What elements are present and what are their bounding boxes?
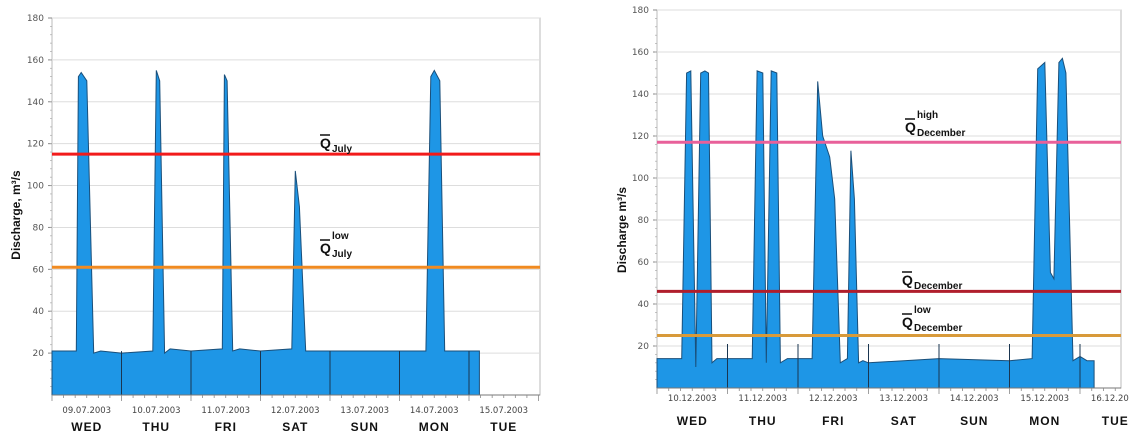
x-date-label: 12.12.2003 bbox=[809, 394, 858, 404]
x-day-label: WED bbox=[71, 420, 102, 434]
x-date-label: 13.12.2003 bbox=[879, 394, 928, 404]
mean-line-label: Q December high bbox=[905, 110, 965, 139]
x-day-label: SUN bbox=[351, 420, 379, 434]
x-day-label: THU bbox=[142, 420, 170, 434]
mean-line-label: Q July bbox=[320, 134, 352, 155]
x-day-label: FRI bbox=[215, 420, 237, 434]
y-tick-label: 120 bbox=[27, 140, 44, 150]
y-tick-label: 60 bbox=[638, 258, 650, 268]
x-day-label: SAT bbox=[282, 420, 308, 434]
y-tick-label: 40 bbox=[33, 307, 45, 317]
q-superscript: low bbox=[914, 305, 931, 316]
q-subscript: December bbox=[914, 323, 962, 334]
q-symbol: Q bbox=[902, 314, 913, 330]
y-tick-label: 100 bbox=[632, 174, 649, 184]
x-date-label: 15.12.2003 bbox=[1020, 394, 1069, 404]
y-tick-label: 140 bbox=[632, 90, 649, 100]
q-superscript: low bbox=[332, 231, 349, 242]
q-subscript: July bbox=[332, 249, 352, 260]
x-date-label: 12.07.2003 bbox=[271, 406, 320, 416]
x-day-label: MON bbox=[1029, 414, 1060, 428]
x-date-label: 09.07.2003 bbox=[62, 406, 111, 416]
y-axis-label: Discharge, m³/s bbox=[9, 170, 23, 260]
x-date-label: 10.12.2003 bbox=[668, 394, 717, 404]
q-subscript: December bbox=[914, 281, 962, 292]
x-date-label: 14.12.2003 bbox=[950, 394, 999, 404]
y-tick-label: 160 bbox=[27, 56, 44, 66]
y-tick-label: 40 bbox=[638, 300, 650, 310]
y-tick-label: 120 bbox=[632, 132, 649, 142]
x-day-label: TUE bbox=[490, 420, 517, 434]
q-symbol: Q bbox=[320, 135, 331, 151]
y-tick-label: 180 bbox=[27, 14, 44, 24]
x-date-label: 13.07.2003 bbox=[340, 406, 389, 416]
x-date-label: 10.07.2003 bbox=[132, 406, 181, 416]
q-subscript: July bbox=[332, 144, 352, 155]
y-tick-label: 80 bbox=[638, 216, 650, 226]
y-tick-label: 20 bbox=[33, 349, 45, 359]
mean-line-label: Q December bbox=[902, 271, 962, 292]
q-subscript: December bbox=[917, 128, 965, 139]
x-day-label: FRI bbox=[822, 414, 844, 428]
mean-line-label: Q July low bbox=[320, 231, 352, 260]
y-tick-label: 160 bbox=[632, 48, 649, 58]
x-date-label: 14.07.2003 bbox=[410, 406, 459, 416]
x-day-label: SUN bbox=[960, 414, 988, 428]
x-date-label: 16.12.2003 bbox=[1091, 394, 1129, 404]
x-date-label: 11.07.2003 bbox=[201, 406, 250, 416]
discharge-area-series bbox=[656, 57, 1095, 389]
x-day-label: MON bbox=[419, 420, 450, 434]
y-tick-label: 60 bbox=[33, 265, 45, 275]
y-axis-label: Discharge m³/s bbox=[615, 187, 629, 273]
x-date-label: 15.07.2003 bbox=[479, 406, 528, 416]
y-tick-label: 140 bbox=[27, 98, 44, 108]
y-tick-label: 100 bbox=[27, 182, 44, 192]
q-symbol: Q bbox=[320, 240, 331, 256]
x-day-label: THU bbox=[749, 414, 777, 428]
x-day-label: WED bbox=[677, 414, 708, 428]
x-date-label: 11.12.2003 bbox=[738, 394, 787, 404]
y-tick-label: 80 bbox=[33, 223, 45, 233]
q-symbol: Q bbox=[905, 119, 916, 135]
x-day-label: TUE bbox=[1102, 414, 1129, 428]
mean-line-label: Q December low bbox=[902, 305, 962, 334]
q-symbol: Q bbox=[902, 272, 913, 288]
q-superscript: high bbox=[917, 110, 938, 121]
discharge-area-series bbox=[51, 69, 480, 396]
y-tick-label: 20 bbox=[638, 342, 650, 352]
y-tick-label: 180 bbox=[632, 6, 649, 16]
x-day-label: SAT bbox=[891, 414, 917, 428]
